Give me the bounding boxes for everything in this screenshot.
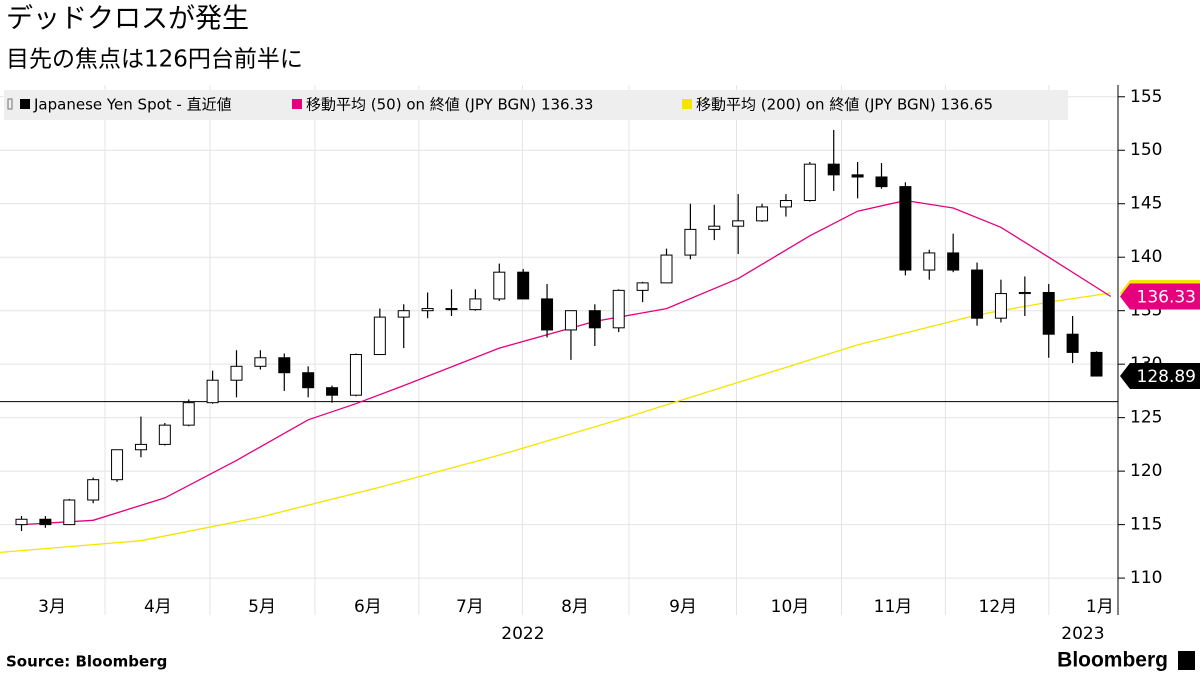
candle-body bbox=[111, 449, 124, 481]
y-tick-label: 150 bbox=[1130, 140, 1162, 160]
x-tick-label: 5月 bbox=[248, 597, 276, 617]
candle-body bbox=[206, 379, 219, 404]
x-tick-label: 6月 bbox=[354, 597, 382, 617]
candle-body bbox=[1018, 292, 1031, 295]
legend-label: Japanese Yen Spot - 直近値 bbox=[33, 96, 232, 114]
candle-body bbox=[254, 357, 267, 367]
candle-body bbox=[636, 282, 649, 291]
y-tick-label: 125 bbox=[1130, 408, 1162, 428]
legend-icon bbox=[7, 98, 13, 110]
candle-body bbox=[158, 424, 171, 445]
candle-body bbox=[684, 228, 697, 256]
candle-body bbox=[278, 357, 291, 374]
candle-body bbox=[182, 402, 195, 426]
candle-body bbox=[541, 298, 554, 331]
candle-body bbox=[469, 298, 482, 311]
x-tick-label: 1月 bbox=[1086, 597, 1114, 617]
y-tick-label: 110 bbox=[1130, 568, 1162, 588]
candle-body bbox=[612, 289, 625, 329]
source: Source: Bloomberg bbox=[6, 653, 167, 671]
candle-body bbox=[15, 518, 28, 526]
candle-body bbox=[63, 499, 76, 526]
y-tick-label: 145 bbox=[1130, 194, 1162, 214]
candle-body bbox=[445, 308, 458, 311]
x-tick-label: 10月 bbox=[771, 597, 810, 617]
candle-body bbox=[373, 316, 386, 356]
candle-body bbox=[1090, 351, 1103, 377]
x-tick-label: 8月 bbox=[561, 597, 589, 617]
candle-body bbox=[660, 254, 673, 284]
candle-body bbox=[517, 271, 530, 300]
y-tick-label: 115 bbox=[1130, 515, 1162, 535]
candle-body bbox=[947, 252, 960, 271]
candle-body bbox=[756, 206, 769, 222]
value-tag bbox=[1120, 283, 1200, 310]
y-tick-label: 140 bbox=[1130, 247, 1162, 267]
x-tick-label: 7月 bbox=[456, 597, 484, 617]
candle-body bbox=[349, 354, 362, 396]
candle-body bbox=[39, 518, 52, 526]
chart-title: デッドクロスが発生 bbox=[6, 4, 249, 35]
legend-box bbox=[4, 90, 1068, 120]
candle-body bbox=[493, 271, 506, 300]
candle-body bbox=[397, 310, 410, 318]
value-tag bbox=[1120, 363, 1200, 390]
x-tick-label: 11月 bbox=[874, 597, 913, 617]
candle-body bbox=[923, 252, 936, 271]
brand-icon bbox=[1178, 651, 1195, 670]
candle-body bbox=[827, 163, 840, 176]
legend-label: 移動平均 (200) on 終値 (JPY BGN) 136.65 bbox=[696, 96, 993, 114]
x-tick-label: 3月 bbox=[38, 597, 66, 617]
candle-body bbox=[994, 293, 1007, 319]
candle-body bbox=[421, 308, 434, 312]
y-tick-label: 120 bbox=[1130, 461, 1162, 481]
x-year-label: 2023 bbox=[1061, 624, 1104, 644]
candle-body bbox=[899, 186, 912, 271]
candle-body bbox=[732, 220, 745, 227]
candle-body bbox=[875, 176, 888, 188]
candle-body bbox=[708, 225, 721, 230]
chart-subtitle: 目先の焦点は126円台前半に bbox=[6, 47, 303, 73]
candle-body bbox=[1042, 292, 1055, 335]
value-tag-label: 136.33 bbox=[1137, 287, 1196, 307]
x-year-label: 2022 bbox=[501, 624, 544, 644]
candle-body bbox=[230, 365, 243, 381]
candle-body bbox=[564, 310, 577, 331]
legend-swatch bbox=[20, 99, 30, 109]
candle-body bbox=[779, 200, 792, 208]
x-tick-label: 12月 bbox=[979, 597, 1018, 617]
legend-swatch bbox=[682, 99, 692, 109]
candle-body bbox=[851, 174, 864, 178]
value-tag-label: 128.89 bbox=[1137, 367, 1196, 387]
candle-body bbox=[588, 310, 601, 329]
legend-label: 移動平均 (50) on 終値 (JPY BGN) 136.33 bbox=[306, 96, 593, 114]
candle-body bbox=[87, 479, 100, 501]
x-tick-label: 4月 bbox=[144, 597, 172, 617]
x-tick-label: 9月 bbox=[669, 597, 697, 617]
candle-body bbox=[326, 387, 339, 396]
legend-swatch bbox=[292, 99, 302, 109]
candle-body bbox=[803, 163, 816, 202]
y-tick-label: 155 bbox=[1130, 87, 1162, 107]
candle-body bbox=[971, 269, 984, 319]
candle-body bbox=[302, 372, 315, 389]
candle-body bbox=[134, 443, 147, 451]
candle-body bbox=[1066, 333, 1079, 353]
brand: Bloomberg bbox=[1057, 649, 1168, 672]
ma-line bbox=[21, 199, 1112, 526]
